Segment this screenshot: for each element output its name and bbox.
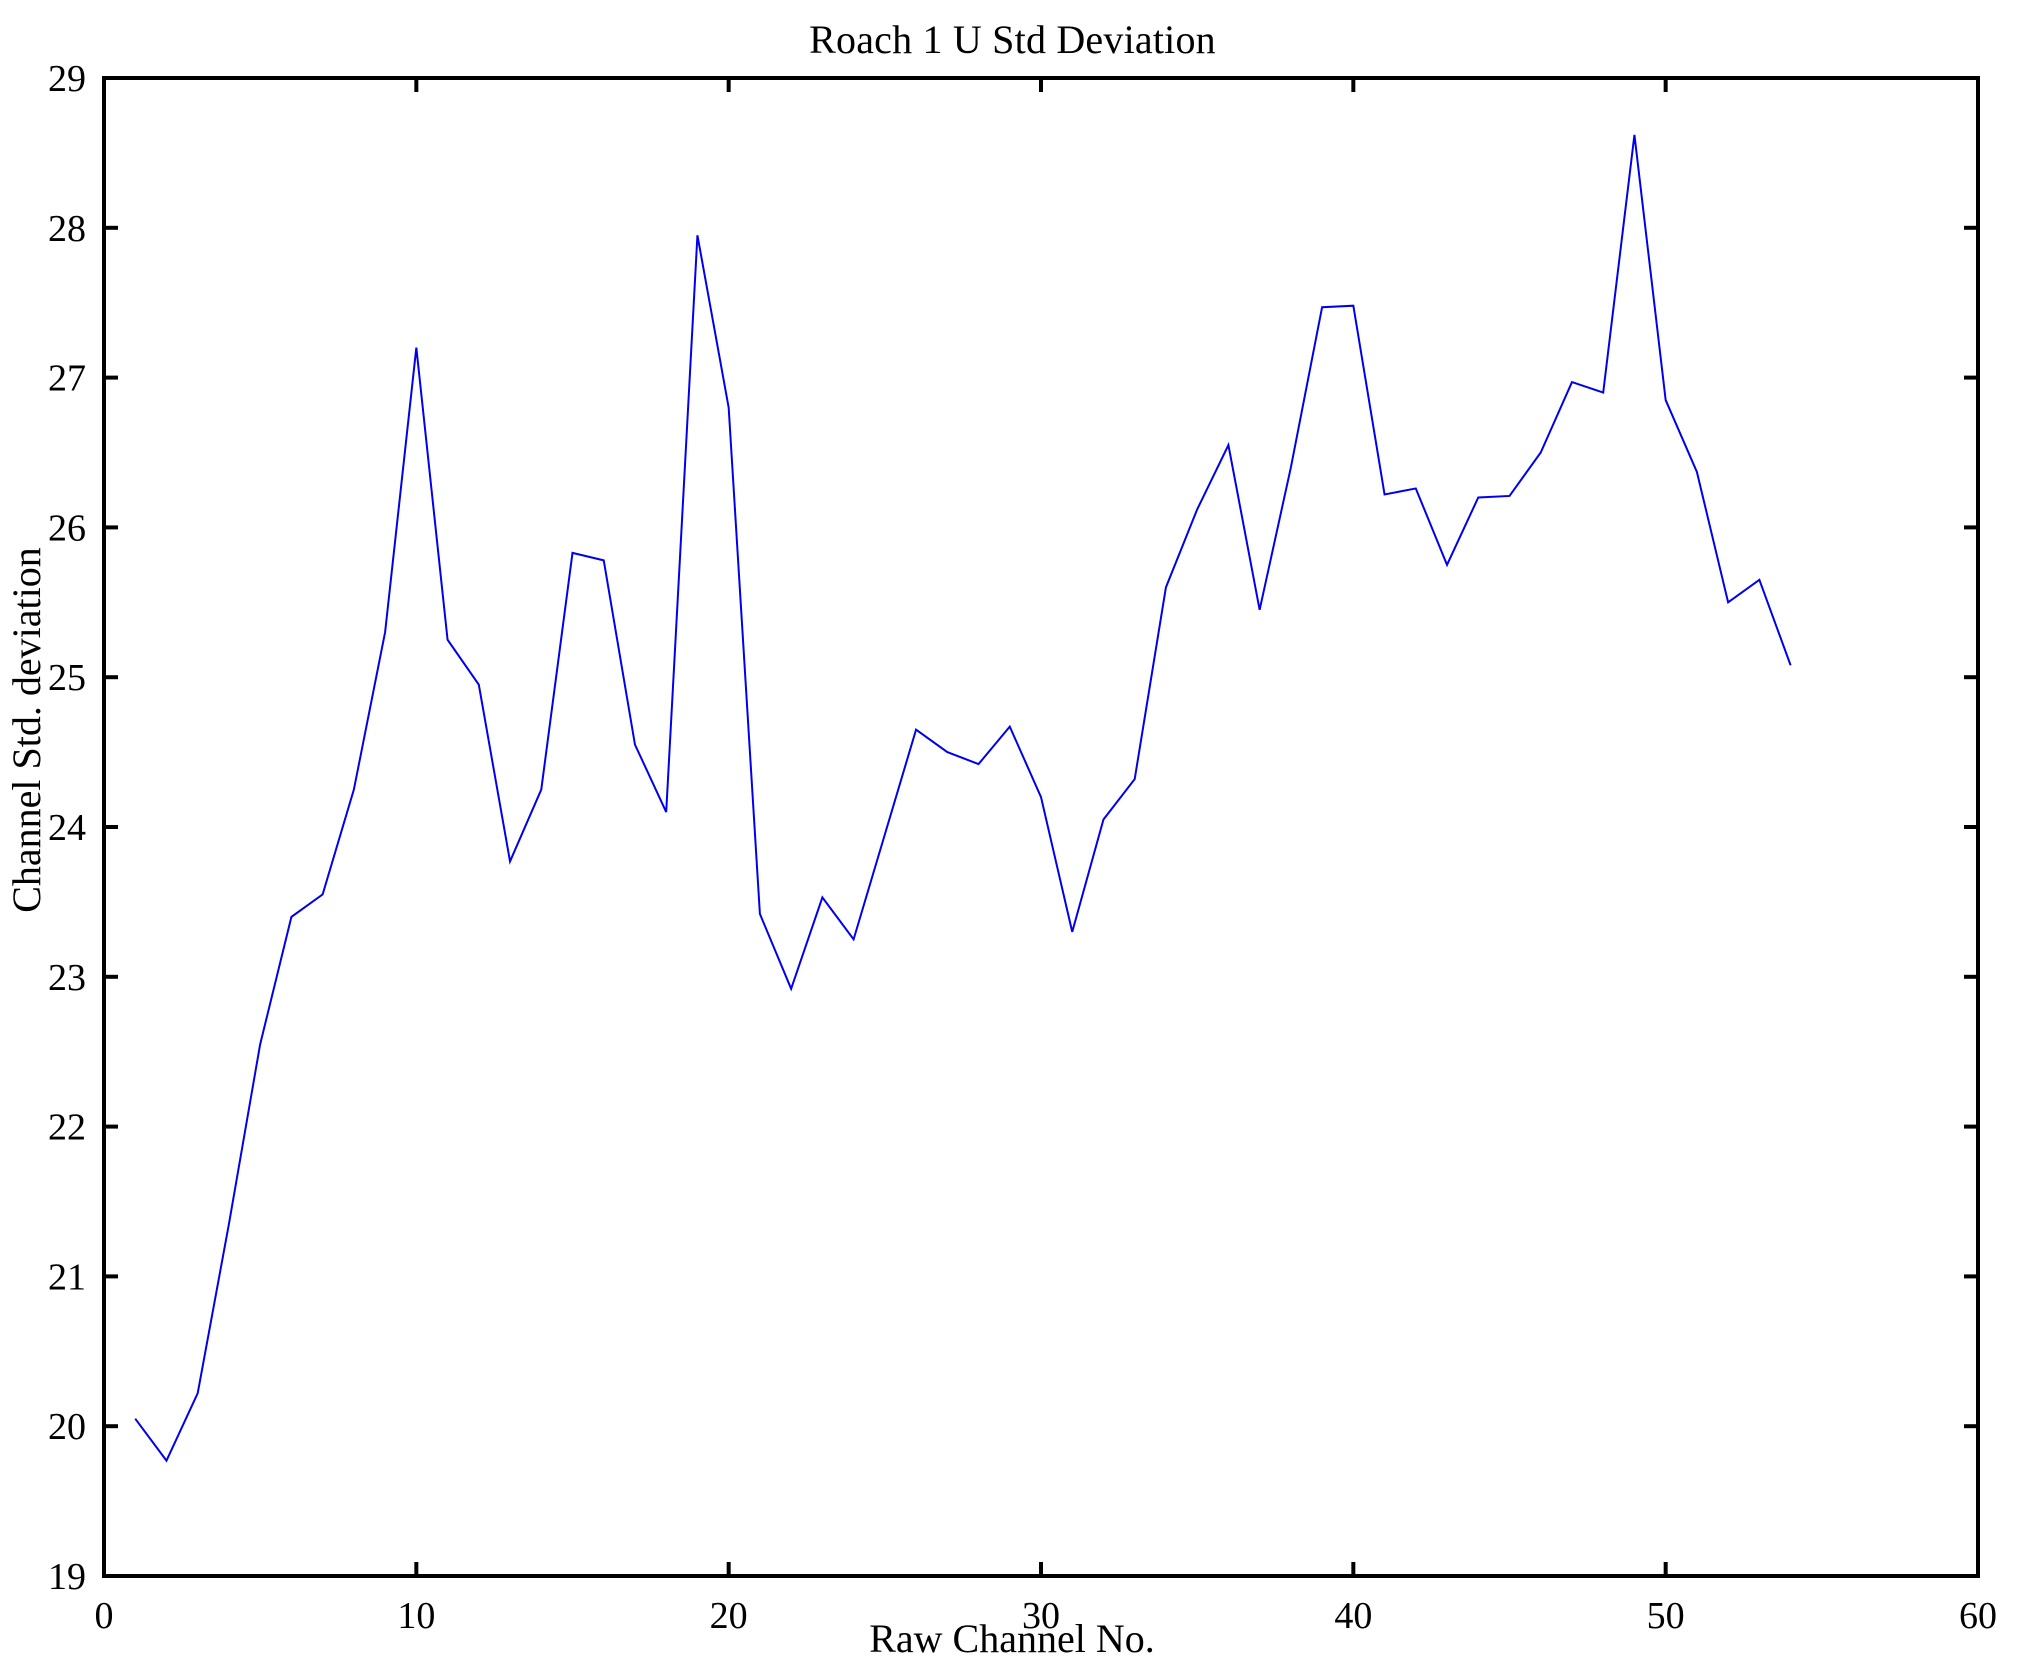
y-tick-label: 26 <box>48 507 86 549</box>
x-tick-label: 50 <box>1647 1595 1685 1637</box>
x-tick-label: 60 <box>1959 1595 1997 1637</box>
y-tick-label: 25 <box>48 657 86 699</box>
y-tick-label: 29 <box>48 58 86 100</box>
y-tick-label: 19 <box>48 1556 86 1598</box>
axes-frame <box>102 76 1980 1578</box>
series-line <box>134 134 1792 1463</box>
y-axis-label: Channel Std. deviation <box>4 547 49 913</box>
chart-title: Roach 1 U Std Deviation <box>809 17 1216 62</box>
x-tick-label: 20 <box>710 1595 748 1637</box>
y-tick-label: 24 <box>48 807 86 849</box>
y-tick-label: 22 <box>48 1107 86 1149</box>
y-tick-label: 21 <box>48 1256 86 1298</box>
x-tick-label: 10 <box>397 1595 435 1637</box>
x-tick-label: 30 <box>1022 1595 1060 1637</box>
y-tick-label: 27 <box>48 358 86 400</box>
axis-ticks <box>102 76 1980 1578</box>
x-tick-label: 0 <box>95 1595 114 1637</box>
x-axis-label: Raw Channel No. <box>869 1616 1155 1661</box>
y-tick-label: 23 <box>48 957 86 999</box>
y-tick-label: 28 <box>48 208 86 250</box>
y-tick-label: 20 <box>48 1406 86 1448</box>
x-tick-labels: 0 10 20 30 40 50 60 <box>95 1595 1998 1637</box>
x-tick-label: 40 <box>1334 1595 1372 1637</box>
y-tick-labels: 19 20 21 22 23 24 25 26 27 28 29 <box>48 58 86 1598</box>
data-series-group <box>134 134 1792 1463</box>
